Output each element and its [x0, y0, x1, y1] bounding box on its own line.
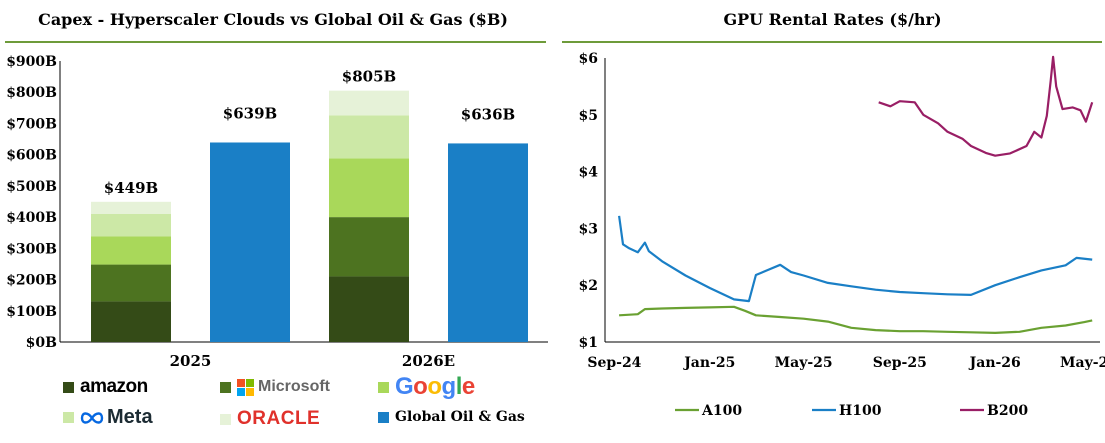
gpu-y-tick-label: $4 [579, 165, 599, 181]
capex-y-tick-label: $600B [6, 148, 57, 164]
gpu-title-rule [562, 41, 1102, 43]
gpu-legend-label-h100: H100 [839, 403, 882, 419]
capex-oil-gas-label: $636B [461, 105, 515, 123]
gpu-legend-label-a100: A100 [701, 403, 742, 419]
capex-bar-meta-2026e [329, 115, 409, 159]
capex-bar-google-2026e [329, 158, 409, 218]
capex-bar-meta-2025 [91, 213, 171, 237]
capex-y-tick-label: $800B [6, 85, 57, 101]
capex-chart-title: Capex - Hyperscaler Clouds vs Global Oil… [38, 10, 508, 29]
legend-item-global-oil-gas: Global Oil & Gas [378, 409, 525, 425]
amazon-swatch [63, 381, 74, 393]
gpu-x-tick-label: Sep-25 [873, 355, 927, 371]
capex-y-tick-label: $400B [6, 210, 57, 226]
gpu-y-tick-label: $6 [579, 51, 598, 67]
gpu-y-tick-label: $5 [579, 108, 598, 124]
capex-x-category-label: 2025 [170, 352, 212, 370]
microsoft-swatch [220, 381, 231, 393]
google-logo: Google [395, 373, 475, 400]
legend-item-google: Google [378, 373, 475, 401]
capex-bar-oil-gas-2025 [210, 142, 290, 342]
capex-bar-google-2025 [91, 236, 171, 265]
gpu-line-h100 [618, 215, 1093, 303]
gpu-y-tick-label: $2 [579, 278, 598, 294]
legend-item-amazon: amazon [63, 376, 148, 398]
gpu-line-chart: $1 $2 $3 $4 $5 $6 Sep-24 Jan-25 May-25 Sep-25 Jan-… [579, 51, 1105, 419]
microsoft-logo-text: Microsoft [258, 378, 330, 395]
gpu-y-tick-label: $3 [579, 221, 598, 237]
gpu-x-tick-label: Jan-26 [968, 355, 1021, 371]
capex-y-tick-label: $300B [6, 241, 57, 257]
capex-bar-amazon-2025 [91, 301, 171, 342]
capex-x-category-label: 2026E [402, 352, 455, 370]
oil-gas-swatch [378, 411, 389, 423]
gpu-legend-label-b200: B200 [987, 403, 1028, 419]
gpu-line-b200 [878, 55, 1094, 157]
gpu-line-a100 [619, 305, 1093, 334]
capex-bar-oracle-2025 [91, 201, 171, 214]
legend-item-microsoft: Microsoft [220, 378, 330, 396]
capex-oil-gas-label: $639B [223, 104, 277, 122]
oracle-swatch [220, 413, 231, 425]
gpu-chart-title: GPU Rental Rates ($/hr) [723, 10, 942, 29]
gpu-x-tick-label: Jan-25 [682, 355, 735, 371]
capex-y-tick-label: $100B [6, 304, 57, 320]
meta-swatch [63, 412, 74, 423]
capex-title-rule [5, 41, 546, 43]
capex-bar-oracle-2026e [329, 90, 409, 116]
gpu-x-tick-label: Sep-24 [587, 355, 641, 371]
capex-y-tick-label: $500B [6, 179, 57, 195]
meta-logo-text: Meta [107, 406, 153, 428]
capex-bar-amazon-2026e [329, 276, 409, 342]
capex-bar-oil-gas-2026e [448, 143, 528, 342]
capex-y-tick-label: $200B [6, 273, 57, 289]
legend-item-meta: Meta [63, 406, 153, 429]
legend-item-oracle: ORACLE [220, 408, 320, 430]
amazon-logo: amazon [80, 376, 148, 397]
capex-y-tick-label: $900B [6, 54, 57, 70]
gpu-x-tick-label: May-25 [775, 355, 833, 371]
gpu-x-tick-label: May-26 [1060, 355, 1105, 371]
capex-bar-chart: $0B $100B $200B $300B $400B $500B $600B $700B $8… [6, 54, 548, 370]
capex-y-tick-label: $0B [26, 335, 57, 351]
microsoft-logo: Microsoft [237, 378, 330, 396]
capex-total-label: $805B [342, 68, 396, 86]
meta-infinity-icon [80, 411, 104, 424]
google-swatch [378, 381, 389, 393]
capex-y-tick-label: $700B [6, 116, 57, 132]
gpu-y-tick-label: $1 [579, 335, 598, 351]
oracle-logo: ORACLE [237, 408, 321, 429]
capex-bar-microsoft-2026e [329, 217, 409, 277]
capex-bar-microsoft-2025 [91, 264, 171, 302]
meta-logo: Meta [80, 406, 153, 429]
oil-gas-legend-label: Global Oil & Gas [395, 409, 525, 425]
capex-total-label: $449B [104, 179, 158, 197]
microsoft-grid-icon [237, 378, 254, 396]
